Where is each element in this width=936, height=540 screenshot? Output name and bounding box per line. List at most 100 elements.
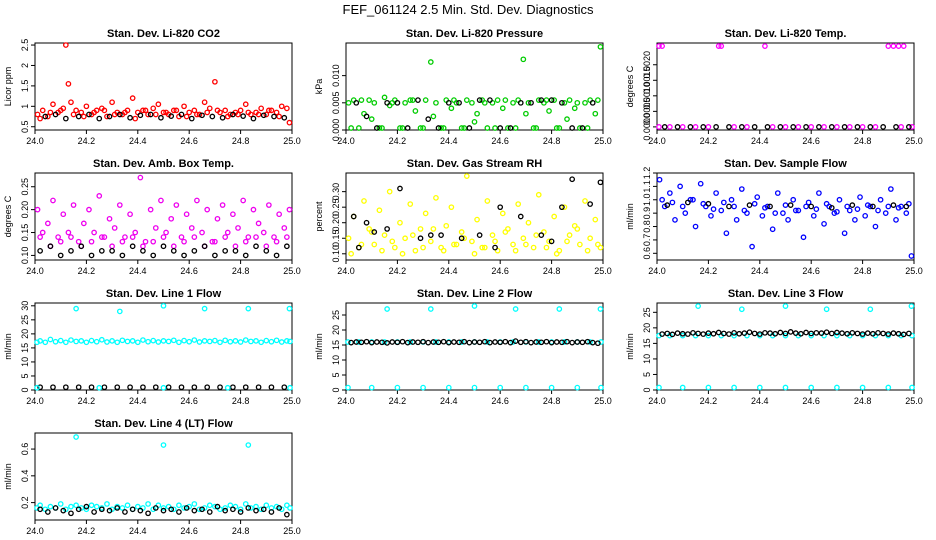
- data-point: [409, 97, 416, 103]
- data-point: [287, 505, 293, 511]
- data-point: [790, 124, 797, 130]
- data-point: [170, 243, 177, 250]
- data-point: [445, 99, 452, 106]
- data-point: [738, 306, 745, 313]
- data-point: [402, 99, 408, 106]
- data-point: [566, 97, 573, 103]
- data-point: [481, 338, 488, 345]
- data-point: [705, 330, 712, 336]
- data-point: [700, 331, 707, 337]
- x-tick-label: 24.2: [78, 526, 96, 536]
- data-point: [37, 338, 43, 344]
- data-point: [86, 206, 92, 213]
- data-point: [440, 247, 447, 254]
- data-point: [741, 330, 748, 336]
- data-point: [237, 339, 244, 345]
- data-point: [88, 337, 95, 344]
- y-tick-label: 0.8: [642, 220, 652, 233]
- data-point: [792, 207, 799, 214]
- data-point: [106, 507, 113, 514]
- data-point: [191, 107, 198, 114]
- data-point: [245, 305, 252, 312]
- data-point: [73, 434, 79, 440]
- data-point: [83, 339, 90, 346]
- data-point: [345, 99, 352, 106]
- data-point: [160, 507, 167, 514]
- data-point: [900, 43, 907, 49]
- data-point: [119, 238, 126, 245]
- data-point: [880, 124, 887, 130]
- data-point: [176, 339, 182, 346]
- data-point: [548, 97, 555, 103]
- data-point: [39, 229, 46, 236]
- data-point: [371, 229, 378, 235]
- data-point: [726, 331, 732, 337]
- data-point: [872, 223, 879, 230]
- data-point: [150, 252, 157, 259]
- data-point: [587, 235, 594, 242]
- x-tick-label: 25.0: [283, 136, 301, 146]
- data-point: [361, 198, 367, 204]
- data-point: [129, 338, 136, 344]
- data-point: [206, 509, 213, 515]
- data-point: [456, 99, 462, 106]
- series-1: [656, 43, 915, 130]
- data-point: [512, 247, 519, 254]
- data-point: [142, 238, 149, 245]
- data-point: [433, 99, 439, 106]
- y-tick-label: 25: [642, 307, 652, 317]
- series-1: [656, 176, 915, 259]
- data-point: [363, 219, 370, 226]
- x-tick-label: 24.2: [389, 136, 407, 146]
- data-point: [214, 215, 221, 222]
- data-point: [774, 190, 781, 196]
- y-tick-label: 1.2: [642, 167, 652, 180]
- x-tick-label: 24.0: [337, 396, 355, 406]
- data-point: [237, 107, 244, 114]
- data-point: [687, 124, 694, 130]
- data-point: [672, 216, 678, 223]
- data-point: [245, 109, 252, 116]
- y-axis-label: ml/min: [625, 333, 635, 360]
- data-point: [720, 330, 727, 337]
- data-point: [47, 243, 54, 250]
- data-point: [854, 330, 861, 337]
- y-tick-label: 0: [331, 387, 341, 392]
- data-point: [201, 243, 208, 250]
- x-tick-label: 24.4: [751, 266, 769, 276]
- data-point: [235, 111, 241, 118]
- data-point: [217, 339, 223, 346]
- data-point: [160, 109, 167, 116]
- data-point: [276, 113, 282, 120]
- data-point: [512, 306, 519, 312]
- data-point: [373, 125, 380, 131]
- data-point: [510, 241, 516, 248]
- data-point: [656, 124, 662, 130]
- x-tick-label: 25.0: [594, 396, 612, 406]
- y-tick-label: 0: [642, 387, 652, 392]
- data-point: [91, 109, 97, 116]
- data-point: [803, 329, 809, 336]
- data-point: [70, 111, 77, 118]
- data-point: [808, 203, 815, 210]
- data-point: [854, 206, 861, 212]
- data-point: [718, 207, 725, 214]
- data-point: [140, 337, 146, 343]
- data-point: [273, 109, 280, 116]
- data-point: [497, 384, 504, 391]
- data-point: [204, 109, 211, 116]
- data-point: [751, 124, 758, 130]
- data-point: [517, 339, 524, 346]
- data-point: [232, 243, 239, 250]
- data-point: [854, 124, 861, 130]
- x-tick-label: 24.4: [129, 396, 147, 406]
- data-point: [906, 124, 912, 130]
- chart-title: Stan. Dev. Li-820 Temp.: [725, 28, 847, 40]
- data-point: [150, 238, 157, 245]
- data-point: [598, 339, 604, 345]
- x-tick-label: 25.0: [594, 136, 612, 146]
- data-point: [720, 199, 727, 206]
- data-point: [510, 339, 516, 345]
- data-point: [417, 226, 424, 232]
- data-point: [420, 125, 426, 131]
